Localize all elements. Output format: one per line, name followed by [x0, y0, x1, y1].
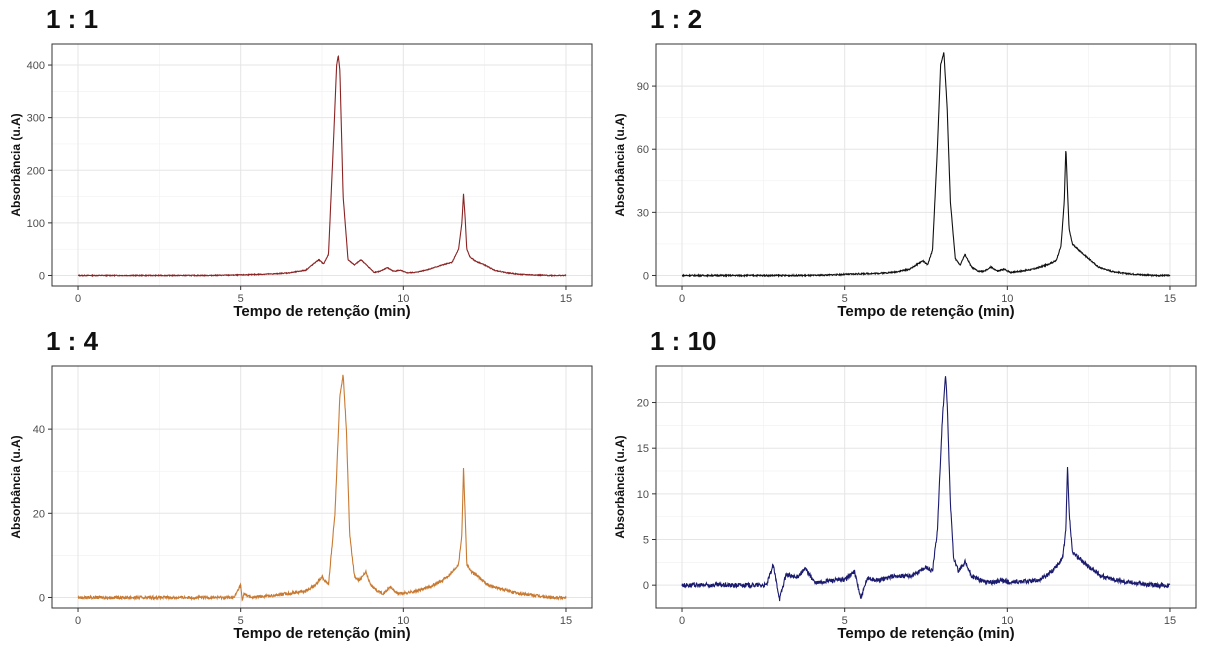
x-tick-label: 10: [397, 293, 409, 305]
y-tick-label: 15: [637, 443, 649, 455]
x-tick-label: 5: [842, 293, 848, 305]
y-tick-label: 0: [643, 270, 649, 282]
y-tick-label: 200: [27, 165, 45, 177]
x-tick-label: 10: [1001, 615, 1013, 627]
x-tick-label: 15: [560, 293, 572, 305]
y-tick-label: 0: [643, 580, 649, 592]
y-tick-label: 30: [637, 207, 649, 219]
y-axis-title: Absorbância (u.A): [9, 113, 23, 216]
y-tick-label: 20: [637, 398, 649, 410]
plot-border: [655, 43, 1197, 287]
chart-plot-1-1: 0 5 10 15 0 100 200 300 400 Tempo de retenção (mi…: [9, 43, 593, 320]
plot-border: [51, 43, 593, 287]
chart-plot-1-2: 0 5 10 15 0 30 60 90 Tempo de retenção (min) Abso…: [613, 43, 1197, 320]
grid: [656, 366, 1196, 608]
chart-panel-1-2: 1 : 2 0 5 10 15 0 30 60 90 Tempo de retenção (mi…: [604, 0, 1208, 322]
y-axis-title: Absorbância (u.A): [613, 113, 627, 216]
x-tick-label: 10: [1001, 293, 1013, 305]
x-tick-label: 10: [397, 615, 409, 627]
x-axis-title: Tempo de retenção (min): [233, 625, 410, 642]
y-tick-label: 0: [39, 270, 45, 282]
x-tick-label: 5: [238, 615, 244, 627]
y-tick-label: 60: [637, 144, 649, 156]
y-tick-label: 10: [637, 489, 649, 501]
chart-plot-1-4: 0 5 10 15 0 20 40 Tempo de retenção (min) Absorb…: [9, 365, 593, 642]
grid: [52, 366, 592, 608]
y-tick-label: 40: [33, 424, 45, 436]
x-tick-label: 0: [75, 293, 81, 305]
x-tick-label: 5: [238, 293, 244, 305]
y-tick-label: 5: [643, 535, 649, 547]
chart-title: 1 : 4: [46, 326, 99, 356]
x-tick-label: 15: [1164, 615, 1176, 627]
x-axis-title: Tempo de retenção (min): [233, 303, 410, 320]
x-tick-label: 0: [75, 615, 81, 627]
chart-panel-1-1: 1 : 1 0 5 10 15 0 100 200 300 400 Tempo de retenç…: [0, 0, 604, 322]
chart-title: 1 : 2: [650, 4, 703, 34]
x-tick-label: 0: [679, 615, 685, 627]
series-line-0: [77, 54, 567, 278]
chart-panel-1-10: 1 : 10 0 5 10 15 0 5 10 15 20 Tempo de retenção (…: [604, 322, 1208, 644]
y-axis-title: Absorbância (u.A): [613, 435, 627, 538]
chart-panel-1-4: 1 : 4 0 5 10 15 0 20 40 Tempo de retenção (min)…: [0, 322, 604, 644]
chart-title: 1 : 1: [46, 4, 99, 34]
y-tick-label: 90: [637, 81, 649, 93]
chart-title: 1 : 10: [650, 326, 717, 356]
grid: [656, 44, 1196, 286]
x-tick-label: 15: [1164, 293, 1176, 305]
series-line-0: [77, 374, 567, 602]
x-axis-title: Tempo de retenção (min): [837, 303, 1014, 320]
series-line-0: [681, 376, 1171, 602]
y-tick-label: 100: [27, 218, 45, 230]
x-tick-label: 15: [560, 615, 572, 627]
y-tick-label: 0: [39, 592, 45, 604]
y-tick-label: 400: [27, 60, 45, 72]
plot-border: [51, 365, 593, 609]
x-axis-title: Tempo de retenção (min): [837, 625, 1014, 642]
grid: [52, 44, 592, 286]
y-tick-label: 300: [27, 113, 45, 125]
x-tick-label: 0: [679, 293, 685, 305]
y-tick-label: 20: [33, 508, 45, 520]
y-axis-title: Absorbância (u.A): [9, 435, 23, 538]
chart-plot-1-10: 0 5 10 15 0 5 10 15 20 Tempo de retenção (min) Abs…: [613, 365, 1197, 642]
x-tick-label: 5: [842, 615, 848, 627]
plot-border: [655, 365, 1197, 609]
series-line-0: [681, 52, 1171, 278]
